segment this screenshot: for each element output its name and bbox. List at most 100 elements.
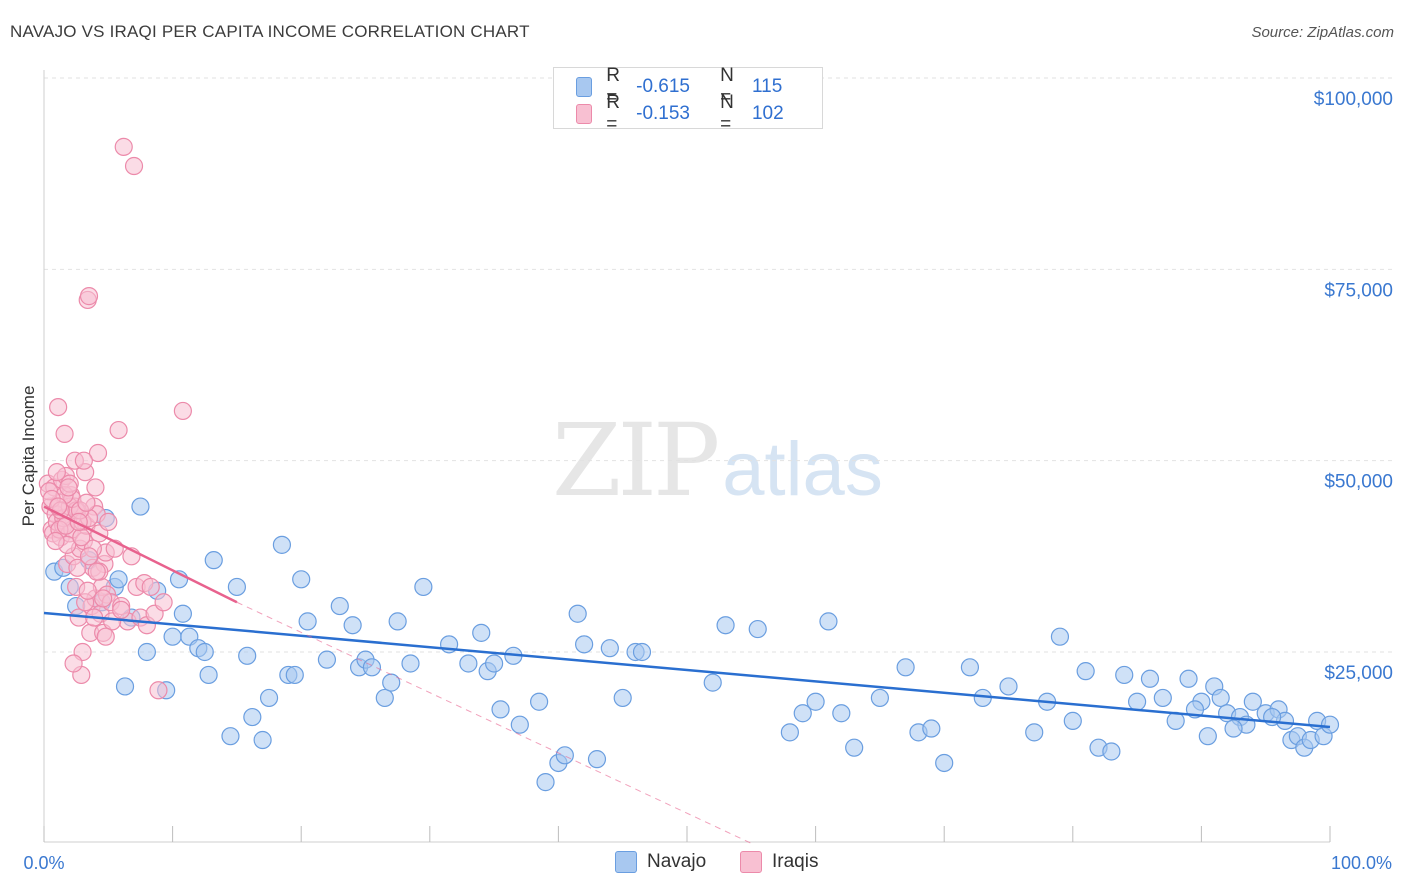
legend-row-iraqis: R = -0.153 N = 102 xyxy=(576,92,822,135)
point-iraqis xyxy=(87,562,106,581)
legend-item-navajo[interactable]: Navajo xyxy=(615,851,706,873)
legend-swatch-navajo xyxy=(615,851,637,873)
legend-r-value: -0.153 xyxy=(636,103,690,124)
point-navajo xyxy=(459,654,478,673)
point-navajo xyxy=(1198,727,1217,746)
point-navajo xyxy=(221,727,240,746)
legend-n-label: N = xyxy=(720,92,734,135)
point-navajo xyxy=(109,570,128,589)
point-iraqis xyxy=(59,478,78,497)
point-navajo xyxy=(163,627,182,646)
point-navajo xyxy=(845,738,864,757)
legend-n-value: 102 xyxy=(751,103,784,124)
point-navajo xyxy=(1102,742,1121,761)
point-navajo xyxy=(131,497,150,516)
point-navajo xyxy=(485,654,504,673)
point-navajo xyxy=(414,577,433,597)
legend-r-label: R = xyxy=(606,65,620,108)
point-iraqis xyxy=(154,593,173,612)
point-iraqis xyxy=(72,528,91,547)
legend-stats: R = -0.615 N = 115 R = -0.153 N = 102 xyxy=(553,65,823,135)
point-navajo xyxy=(375,688,394,708)
point-navajo xyxy=(780,723,799,742)
legend-label-iraqis: Iraqis xyxy=(772,851,819,872)
point-navajo xyxy=(1076,662,1095,681)
point-navajo xyxy=(587,750,607,769)
point-navajo xyxy=(362,658,382,677)
point-navajo xyxy=(935,753,954,773)
point-iraqis xyxy=(74,451,93,470)
point-navajo xyxy=(472,623,491,642)
point-iraqis xyxy=(96,627,115,646)
legend-series: Navajo Iraqis xyxy=(0,851,1406,877)
chart-title: NAVAJO VS IRAQI PER CAPITA INCOME CORREL… xyxy=(10,22,530,41)
legend-n-label: N = xyxy=(720,65,734,108)
watermark-atlas: atlas xyxy=(722,427,883,512)
source-label: Source: ZipAtlas.com xyxy=(1251,24,1394,41)
point-navajo xyxy=(259,688,279,708)
point-navajo xyxy=(298,612,317,631)
point-iraqis xyxy=(79,287,99,306)
point-iraqis xyxy=(46,531,65,551)
point-navajo xyxy=(1153,688,1172,708)
point-navajo xyxy=(748,619,767,639)
point-navajo xyxy=(536,773,555,792)
point-iraqis xyxy=(94,589,113,608)
point-iraqis xyxy=(109,420,128,440)
legend-row-navajo: R = -0.615 N = 115 xyxy=(576,65,822,108)
legend-label-navajo: Navajo xyxy=(647,851,707,872)
point-navajo xyxy=(491,700,510,719)
point-iraqis xyxy=(99,512,118,531)
point-navajo xyxy=(613,688,632,708)
point-navajo xyxy=(115,677,135,696)
point-navajo xyxy=(243,707,262,727)
point-navajo xyxy=(806,692,825,711)
point-navajo xyxy=(272,535,292,554)
point-navajo xyxy=(632,642,652,662)
point-navajo xyxy=(960,658,980,677)
point-navajo xyxy=(253,730,272,750)
point-navajo xyxy=(703,673,722,692)
legend-r-label: R = xyxy=(606,92,620,135)
point-iraqis xyxy=(47,463,66,482)
legend-swatch-navajo xyxy=(576,77,593,97)
point-navajo xyxy=(204,551,223,570)
point-navajo xyxy=(1140,669,1160,688)
point-navajo xyxy=(227,577,246,597)
y-tick-label: $25,000 xyxy=(1324,663,1393,684)
point-navajo xyxy=(195,642,214,662)
point-iraqis xyxy=(114,137,133,156)
point-navajo xyxy=(1224,719,1243,738)
point-navajo xyxy=(530,692,549,711)
point-iraqis xyxy=(88,443,108,463)
point-navajo xyxy=(870,688,890,708)
point-iraqis xyxy=(112,600,131,620)
point-navajo xyxy=(1243,692,1262,711)
point-iraqis xyxy=(55,424,74,443)
point-navajo xyxy=(555,746,574,765)
legend-swatch-iraqis xyxy=(740,851,762,873)
point-navajo xyxy=(999,677,1018,696)
point-navajo xyxy=(199,665,218,685)
x-tick-label: 0.0% xyxy=(23,853,64,873)
point-navajo xyxy=(896,658,915,677)
point-iraqis xyxy=(79,547,99,566)
legend-r-value: -0.615 xyxy=(636,76,690,97)
point-navajo xyxy=(343,616,362,635)
legend-n-value: 115 xyxy=(751,76,783,97)
point-navajo xyxy=(575,635,594,654)
legend-item-iraqis[interactable]: Iraqis xyxy=(740,851,818,873)
trendline-dashed-iraqis xyxy=(236,601,752,844)
point-navajo xyxy=(1320,715,1340,734)
point-navajo xyxy=(137,642,156,662)
point-navajo xyxy=(1115,665,1134,685)
point-iraqis xyxy=(64,654,83,673)
point-iraqis xyxy=(77,493,96,512)
point-navajo xyxy=(793,704,812,723)
point-iraqis xyxy=(78,581,97,600)
point-navajo xyxy=(401,654,420,673)
point-navajo xyxy=(832,704,851,723)
x-tick-label: 100.0% xyxy=(1331,853,1392,873)
trendline-iraqis xyxy=(43,505,238,604)
point-navajo xyxy=(330,596,349,616)
